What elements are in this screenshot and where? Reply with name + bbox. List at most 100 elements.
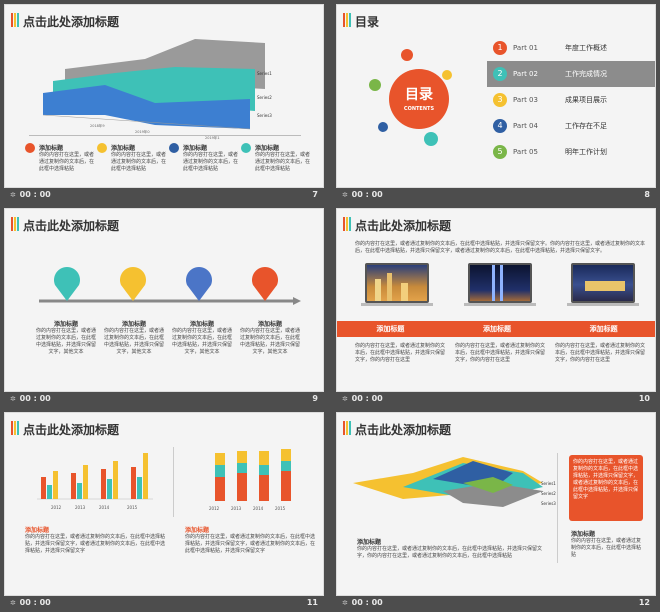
laptop-image [567, 263, 639, 306]
slide-thumbnail-11[interactable]: 点击此处添加标题 2012 2013 2014 2015 [4, 412, 324, 612]
star-icon: ✲ [342, 599, 348, 607]
orange-band: 添加标题 添加标题 添加标题 [337, 321, 655, 337]
toc-part: Part 01 [513, 44, 538, 52]
x-tick: 2014 [253, 506, 264, 511]
series-label: Series3 [541, 501, 556, 506]
block-label: 添加标题 [571, 531, 596, 538]
slide-footer: ✲ 00 : 00 11 [4, 596, 324, 612]
series-label: Series3 [257, 113, 272, 118]
timing-label: ✲ 00 : 00 [342, 394, 383, 403]
block-label: 添加标题 [357, 539, 382, 546]
slide-canvas: 点击此处添加标题 Series1 Series2 Series3 你的内容打在这… [336, 412, 656, 596]
timing-label: ✲ 00 : 00 [10, 598, 51, 607]
item-label: 添加标题 [257, 321, 282, 328]
pin-marker [120, 267, 146, 301]
timeline-graphic [39, 267, 301, 305]
timeline-items: 添加标题 你的内容打在这里，或者通过复制你的文本后，在此框中选择粘贴，并选择只保留… [35, 319, 305, 356]
series-label: Series1 [257, 71, 272, 76]
timeline-item: 添加标题 你的内容打在这里，或者通过复制你的文本后，在此框中选择粘贴，并选择只保留… [103, 319, 165, 356]
x-tick: 2012 [209, 506, 220, 511]
divider [29, 135, 301, 136]
toc-item-2-selected[interactable]: 2 Part 02 工作完成情况 [487, 61, 655, 87]
block-text: 你的内容打在这里，或者通过复制你的文本后，在此框中选择粘贴，并选择只保留文字，或… [25, 534, 166, 554]
toc-part: Part 03 [513, 96, 538, 104]
x-tick: 2018年9 [90, 123, 105, 128]
legend-item: 添加标题 你的内容打在这里，或者通过复制你的文本后，在此框中选择粘贴 [241, 143, 313, 173]
item-label: 添加标题 [255, 145, 280, 152]
slide-title: 点击此处添加标题 [355, 219, 452, 233]
surface-chart-3d: Series1 Series2 Series3 [353, 457, 556, 507]
x-tick: 2013 [75, 505, 86, 510]
toc-list: 1 Part 01 年度工作概述 2 Part 02 工作完成情况 3 Part… [487, 35, 655, 165]
slide-thumbnail-12[interactable]: 点击此处添加标题 Series1 Series2 Series3 你的内容打在这… [336, 412, 656, 612]
slide-thumbnail-7[interactable]: 点击此处添加标题 Series1 Series2 Series3 2018年9 … [4, 4, 324, 204]
bullet-dot [97, 143, 107, 153]
star-icon: ✲ [10, 599, 16, 607]
toc-text: 工作存在不足 [565, 122, 607, 130]
title-stripes [11, 421, 19, 435]
slide-number: 10 [638, 394, 650, 403]
block-text: 你的内容打在这里，或者通过复制你的文本后，在此框中选择粘贴 [571, 538, 642, 558]
item-text: 你的内容打在这里，或者通过复制你的文本后，在此框中选择粘贴 [183, 152, 239, 172]
item-text: 你的内容打在这里，或者通过复制你的文本后，在此框中选择粘贴 [39, 152, 95, 172]
item-label: 添加标题 [111, 145, 136, 152]
block-text: 你的内容打在这里，或者通过复制你的文本后，在此框中选择粘贴，并选择只保留文字，你… [357, 546, 543, 559]
toc-number: 4 [493, 119, 507, 133]
slide-title: 点击此处添加标题 [23, 15, 120, 29]
bullet-dot [169, 143, 179, 153]
pin-marker [186, 267, 212, 301]
legend-item: 添加标题 你的内容打在这里，或者通过复制你的文本后，在此框中选择粘贴 [97, 143, 169, 173]
slide-thumbnail-9[interactable]: 点击此处添加标题 添加标题 你的内容打在这里，或者通过复制你的文本后，在此框中选择… [4, 208, 324, 408]
toc-number: 1 [493, 41, 507, 55]
item-text: 你的内容打在这里，或者通过复制你的文本后，在此框中选择粘贴，并选择只保留文字，其… [171, 328, 232, 355]
star-icon: ✲ [342, 191, 348, 199]
bullet-dot [25, 143, 35, 153]
bar-group [41, 471, 58, 499]
slide-footer: ✲ 00 : 00 9 [4, 392, 324, 408]
stacked-bar [259, 451, 269, 501]
grouped-bar-chart-3d: 2012 2013 2014 2015 [37, 453, 153, 510]
timeline-item: 添加标题 你的内容打在这里，或者通过复制你的文本后，在此框中选择粘贴，并选择只保留… [239, 319, 301, 356]
toc-part: Part 02 [513, 70, 538, 78]
toc-text: 明年工作计划 [565, 148, 607, 156]
slide-number: 7 [312, 190, 318, 199]
circle-title: 目录 [405, 87, 433, 103]
column-text: 你的内容打在这里，或者通过复制你的文本后，在此框中选择粘贴，并选择只保留文字，你… [455, 343, 546, 363]
text-columns: 你的内容打在这里，或者通过复制你的文本后，在此框中选择粘贴，并选择只保留文字，你… [355, 343, 645, 364]
area-chart-3d: Series1 Series2 Series3 2018年9 2019年0 20… [42, 39, 272, 140]
laptop-image [361, 263, 433, 306]
slide-canvas: 点击此处添加标题 你的内容打在这里，或者通过复制你的文本后，在此框中选择粘贴，并… [336, 208, 656, 392]
star-icon: ✲ [342, 395, 348, 403]
item-label: 添加标题 [39, 145, 64, 152]
block-text: 你的内容打在这里，或者通过复制你的文本后，在此框中选择粘贴，并选择只保留文字，或… [185, 534, 316, 554]
x-tick: 2019年0 [135, 129, 150, 134]
series-label: Series1 [541, 481, 556, 486]
band-label: 添加标题 [482, 325, 511, 333]
stacked-bar [281, 449, 291, 501]
x-tick: 2015 [275, 506, 286, 511]
toc-number: 3 [493, 93, 507, 107]
star-icon: ✲ [10, 191, 16, 199]
stacked-bar [215, 453, 225, 501]
timing-label: ✲ 00 : 00 [10, 190, 51, 199]
title-stripes [343, 13, 351, 27]
toc-part: Part 05 [513, 148, 538, 156]
slide-title: 点击此处添加标题 [23, 423, 120, 437]
item-text: 你的内容打在这里，或者通过复制你的文本后，在此框中选择粘贴，并选择只保留文字，其… [239, 328, 300, 355]
slide-footer: ✲ 00 : 00 7 [4, 188, 324, 204]
x-tick: 2014 [99, 505, 110, 510]
toc-item-1[interactable]: 1 Part 01 年度工作概述 [487, 35, 655, 61]
band-label: 添加标题 [589, 325, 618, 333]
toc-item-4[interactable]: 4 Part 04 工作存在不足 [487, 113, 655, 139]
toc-item-3[interactable]: 3 Part 03 成果项目展示 [487, 87, 655, 113]
slide-number: 11 [306, 598, 318, 607]
toc-text: 工作完成情况 [565, 70, 607, 78]
stacked-bar-chart: 2012 2013 2014 2015 [209, 449, 291, 511]
toc-item-5[interactable]: 5 Part 05 明年工作计划 [487, 139, 655, 165]
x-tick: 2013 [231, 506, 242, 511]
item-text: 你的内容打在这里，或者通过复制你的文本后，在此框中选择粘贴 [255, 152, 311, 172]
slide-thumbnail-10[interactable]: 点击此处添加标题 你的内容打在这里，或者通过复制你的文本后，在此框中选择粘贴，并… [336, 208, 656, 408]
block-label: 添加标题 [185, 527, 210, 534]
slide-thumbnail-8[interactable]: 目录 目录 CONTENTS 1 Part 01 年度工作概述 2 Part 0… [336, 4, 656, 204]
title-stripes [11, 217, 19, 231]
